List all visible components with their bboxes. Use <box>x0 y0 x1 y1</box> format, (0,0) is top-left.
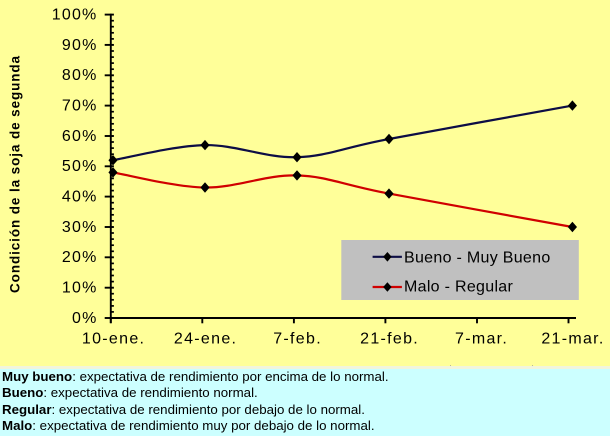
svg-text:0%: 0% <box>72 310 98 327</box>
svg-text:Malo - Regular: Malo - Regular <box>404 279 514 296</box>
svg-text:50%: 50% <box>62 158 98 175</box>
svg-text:Bueno - Muy Bueno: Bueno - Muy Bueno <box>404 249 551 266</box>
svg-text:21-feb.: 21-feb. <box>360 331 419 348</box>
svg-text:90%: 90% <box>62 37 98 54</box>
svg-text:7-mar.: 7-mar. <box>455 331 508 348</box>
svg-text:70%: 70% <box>62 98 98 115</box>
svg-text:21-mar.: 21-mar. <box>541 331 604 348</box>
svg-text:60%: 60% <box>62 128 98 145</box>
svg-text:10-ene.: 10-ene. <box>82 331 145 348</box>
svg-text:24-ene.: 24-ene. <box>174 331 237 348</box>
svg-text:10%: 10% <box>62 280 98 297</box>
svg-text:20%: 20% <box>62 249 98 266</box>
svg-text:7-feb.: 7-feb. <box>273 331 322 348</box>
svg-text:100%: 100% <box>52 7 98 24</box>
svg-text:30%: 30% <box>62 219 98 236</box>
svg-text:Condición de la soja de segun: Condición de la soja de segunda <box>8 55 23 293</box>
svg-text:80%: 80% <box>62 67 98 84</box>
svg-text:40%: 40% <box>62 189 98 206</box>
